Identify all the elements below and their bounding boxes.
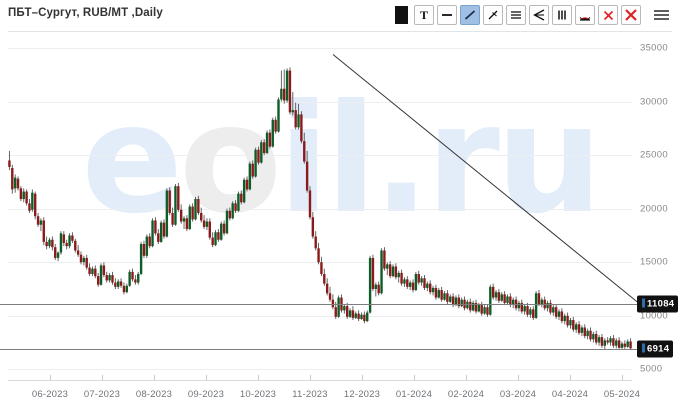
x-axis-tick-mark	[518, 375, 519, 381]
x-axis-tick-label: 01-2024	[395, 389, 433, 400]
gridline	[8, 208, 632, 210]
gridline	[8, 48, 632, 50]
x-axis-tick-mark	[570, 375, 571, 381]
status-badge: 6914	[638, 341, 673, 357]
x-axis-tick-mark	[102, 375, 103, 381]
status-badge: 11084	[638, 296, 678, 312]
gridline	[8, 262, 632, 264]
y-axis-tick-label: 5000	[640, 363, 663, 375]
x-axis-tick-label: 03-2024	[499, 389, 537, 400]
candlestick-series	[8, 67, 632, 349]
x-axis-tick-mark	[206, 375, 207, 381]
x-axis-tick-label: 08-2023	[135, 389, 173, 400]
menu-icon[interactable]	[650, 5, 672, 25]
color-swatch-icon[interactable]	[391, 5, 411, 25]
x-axis-tick-label: 06-2023	[31, 389, 69, 400]
horizontal-line-tool-icon[interactable]	[437, 5, 457, 25]
x-axis-tick-label: 04-2024	[551, 389, 589, 400]
x-axis-tick-mark	[50, 375, 51, 381]
x-axis-tick-label: 10-2023	[239, 389, 277, 400]
x-axis-tick-label: 09-2023	[187, 389, 225, 400]
ray-line-tool-icon[interactable]	[483, 5, 503, 25]
x-axis-tick-mark	[466, 375, 467, 381]
x-axis-line	[8, 380, 632, 381]
x-axis-tick-label: 12-2023	[343, 389, 381, 400]
y-axis-tick-label: 15000	[640, 256, 668, 268]
header-divider	[8, 31, 672, 32]
x-axis-tick-label: 05-2024	[603, 389, 641, 400]
drawing-toolbar: T	[391, 3, 672, 27]
y-axis-tick-label: 35000	[640, 42, 668, 54]
y-axis-tick-label: 10000	[640, 310, 668, 322]
text-tool-icon[interactable]: T	[414, 5, 434, 25]
y-axis-tick-label: 30000	[640, 96, 668, 108]
fibonacci-arcs-tool-icon[interactable]	[575, 5, 595, 25]
delete-selected-button[interactable]	[598, 5, 618, 25]
chart-plot-area: e o il .ru 35000 30000 25000 20000 15000 10000 50…	[0, 32, 680, 380]
x-axis: 06-2023 07-2023 08-2023 09-2023 10-2023 11-20…	[0, 375, 680, 406]
gridline	[8, 315, 632, 317]
x-axis-tick-mark	[362, 375, 363, 381]
x-axis-tick-label: 11-2023	[292, 389, 328, 400]
x-axis-tick-label: 02-2024	[447, 389, 485, 400]
x-axis-tick-mark	[414, 375, 415, 381]
x-axis-tick-mark	[622, 375, 623, 381]
horizontal-levels-tool-icon[interactable]	[506, 5, 526, 25]
x-axis-tick-mark	[154, 375, 155, 381]
y-axis-tick-label: 20000	[640, 203, 668, 215]
resistance-level[interactable]	[0, 304, 640, 306]
gridline	[8, 155, 632, 157]
support-level[interactable]	[0, 348, 640, 350]
y-axis-tick-label: 25000	[640, 149, 668, 161]
gridline	[8, 101, 632, 103]
chart-header: ПБТ–Сургут, RUB/MT ,Daily T	[0, 0, 680, 32]
text-tool-label: T	[419, 8, 428, 22]
fibonacci-fan-tool-icon[interactable]	[529, 5, 549, 25]
page-title: ПБТ–Сургут, RUB/MT ,Daily	[8, 7, 163, 19]
vertical-lines-tool-icon[interactable]	[552, 5, 572, 25]
trend-line-tool-icon[interactable]	[460, 5, 480, 25]
x-axis-tick-mark	[258, 375, 259, 381]
x-axis-tick-mark	[310, 375, 311, 381]
drawing-overlay	[332, 54, 641, 305]
delete-all-button[interactable]	[621, 5, 641, 25]
gridline	[8, 369, 632, 371]
x-axis-tick-label: 07-2023	[83, 389, 121, 400]
